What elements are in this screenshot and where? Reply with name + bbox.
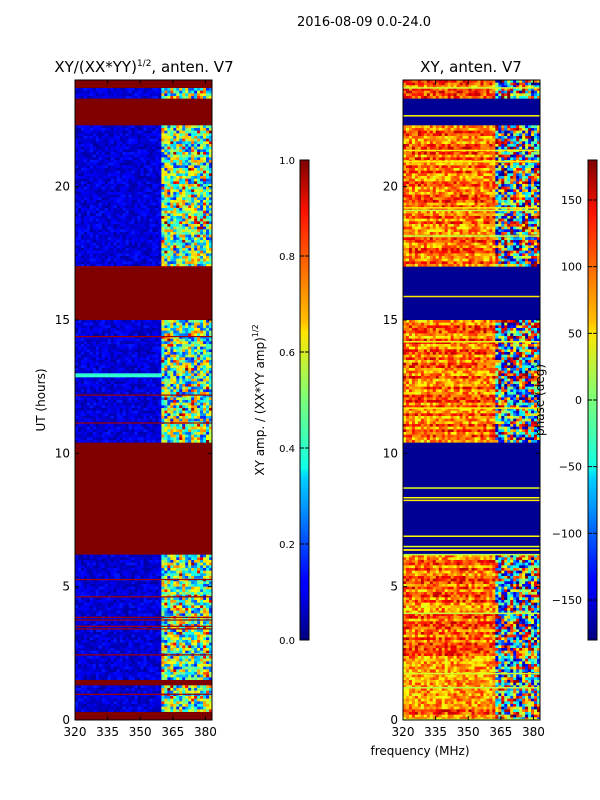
x-tick-label: 365 <box>489 725 512 739</box>
left-title-main: XY/(XX*YY) <box>54 58 137 76</box>
amplitude-colorbar <box>299 159 310 641</box>
colorbar-tick-label: −100 <box>552 527 582 540</box>
y-tick-label: 0 <box>62 713 70 727</box>
right-phase-heatmap <box>403 80 540 720</box>
x-tick-label: 350 <box>457 725 480 739</box>
y-tick-label: 15 <box>383 313 398 327</box>
y-tick-label: 20 <box>55 180 70 194</box>
y-tick-label: 0 <box>390 713 398 727</box>
right-axes-frame <box>402 79 541 721</box>
x-axis-label: frequency (MHz) <box>370 744 469 758</box>
right-axis-ticks: 320 335 350 365 380 0 5 10 15 20 <box>383 80 545 739</box>
colorbar-tick-label: 150 <box>561 194 582 207</box>
y-tick-label: 5 <box>62 580 70 594</box>
left-panel-title: XY/(XX*YY)1/2, anten. V7 <box>54 58 233 76</box>
colorbar-tick-label: 0.4 <box>279 444 295 455</box>
phase-colorbar-label: phase (deg) <box>533 364 547 436</box>
left-axes-frame <box>74 79 213 721</box>
y-tick-label: 10 <box>383 446 398 460</box>
left-axis-ticks: 320 335 350 365 380 0 5 10 15 20 <box>55 80 217 739</box>
y-tick-label: 10 <box>55 446 70 460</box>
x-tick-label: 320 <box>64 725 87 739</box>
figure-suptitle: 2016-08-09 0.0-24.0 <box>297 15 431 30</box>
amp-cb-label-sup: 1/2 <box>251 324 260 337</box>
phase-colorbar-ticks: −150 −100 −50 0 50 100 150 <box>552 194 597 607</box>
y-tick-label: 15 <box>55 313 70 327</box>
x-tick-label: 380 <box>194 725 217 739</box>
y-tick-label: 5 <box>390 580 398 594</box>
x-tick-label: 350 <box>129 725 152 739</box>
left-y-axis-label: UT (hours) <box>34 368 48 431</box>
colorbar-tick-label: 0.6 <box>279 348 295 359</box>
colorbar-tick-label: 1.0 <box>279 156 295 167</box>
left-title-sup: 1/2 <box>137 59 151 69</box>
y-tick-label: 20 <box>383 180 398 194</box>
right-panel-title: XY, anten. V7 <box>420 58 522 76</box>
amplitude-colorbar-ticks: 0.0 0.2 0.4 0.6 0.8 1.0 <box>279 156 309 647</box>
amplitude-colorbar-label: XY amp. / (XX*YY amp)1/2 <box>251 324 267 475</box>
colorbar-tick-label: 0.8 <box>279 252 295 263</box>
x-tick-label: 365 <box>161 725 184 739</box>
x-tick-label: 335 <box>96 725 119 739</box>
amp-cb-label-main: XY amp. / (XX*YY amp) <box>253 337 267 475</box>
left-amplitude-heatmap <box>75 80 212 720</box>
colorbar-tick-label: 50 <box>568 327 582 340</box>
colorbar-tick-label: 100 <box>561 261 582 274</box>
colorbar-tick-label: 0 <box>575 394 582 407</box>
x-tick-label: 320 <box>392 725 415 739</box>
colorbar-tick-label: 0.0 <box>279 636 295 647</box>
x-tick-label: 335 <box>424 725 447 739</box>
left-title-suffix: , anten. V7 <box>151 58 233 76</box>
x-tick-label: 380 <box>522 725 545 739</box>
colorbar-tick-label: −50 <box>559 461 582 474</box>
colorbar-tick-label: 0.2 <box>279 540 295 551</box>
colorbar-tick-label: −150 <box>552 594 582 607</box>
